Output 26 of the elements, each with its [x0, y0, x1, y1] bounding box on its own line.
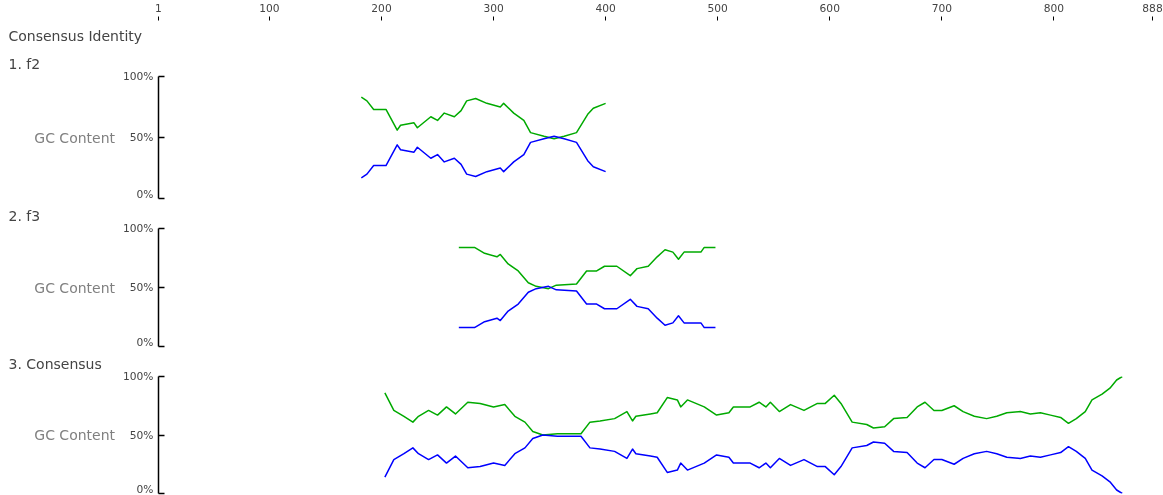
x-tick-label: 200 — [371, 1, 392, 15]
x-tick-label: 400 — [595, 1, 617, 15]
x-tick-label: 800 — [1043, 1, 1065, 15]
y-axis-title: GC Content — [34, 279, 116, 296]
y-tick-label: 100% — [123, 370, 154, 383]
x-tick-label: 300 — [483, 1, 504, 15]
x-tick-label: 600 — [819, 1, 841, 15]
x-tick-label: 100 — [259, 1, 280, 15]
y-tick-label: 50% — [129, 131, 154, 144]
text: 1. f2 — [8, 55, 41, 72]
x-tick-label: 1 — [155, 1, 162, 15]
x-tick-label: 888 — [1142, 1, 1163, 15]
chart-title: 3. Consensus — [8, 355, 102, 372]
y-axis-title: GC Content — [34, 129, 116, 146]
y-tick-label: 0% — [136, 187, 154, 201]
y-tick-label: 50% — [129, 281, 154, 294]
x-tick-label: 700 — [931, 1, 953, 15]
y-tick-label: 100% — [123, 70, 154, 83]
text: 2. f3 — [8, 207, 41, 224]
y-axis-title: GC Content — [34, 427, 116, 443]
x-tick-label: 500 — [707, 1, 729, 15]
y-tick-label: 0% — [136, 335, 154, 349]
y-tick-label: 50% — [129, 428, 154, 442]
y-tick-label: 100% — [123, 222, 154, 235]
y-tick-label: 0% — [136, 482, 154, 495]
text: Consensus Identity — [8, 27, 143, 44]
